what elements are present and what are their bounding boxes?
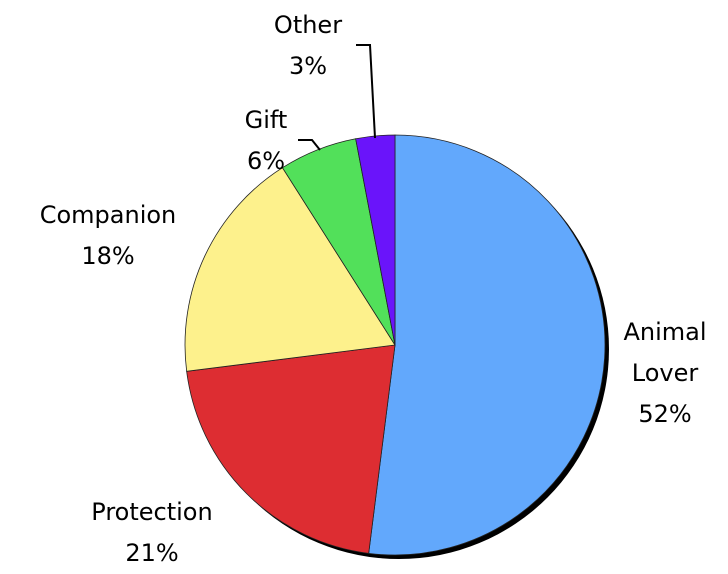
slices (184, 134, 606, 556)
value-label: 52% (638, 400, 692, 428)
slice-label: Animal Lover 52% (615, 312, 715, 435)
leader-line (298, 139, 321, 151)
category-label: Gift (244, 106, 288, 134)
slice-label: Other 3% (248, 5, 368, 87)
slice-label: Protection 21% (42, 492, 262, 574)
category-label: Protection (91, 498, 213, 526)
pie-slice (186, 344, 396, 554)
value-label: 21% (125, 539, 179, 567)
value-label: 3% (288, 52, 328, 80)
category-label: Companion (39, 201, 177, 229)
value-label: 18% (81, 242, 135, 270)
pie-slice (184, 167, 396, 372)
value-label: 6% (246, 147, 286, 175)
category-label: Other (273, 11, 343, 39)
pie-slice (368, 134, 606, 556)
leader-line (356, 44, 376, 139)
slice-label: Gift 6% (216, 100, 316, 182)
slice-label: Companion 18% (0, 195, 218, 277)
category-label: Animal Lover (623, 318, 707, 387)
